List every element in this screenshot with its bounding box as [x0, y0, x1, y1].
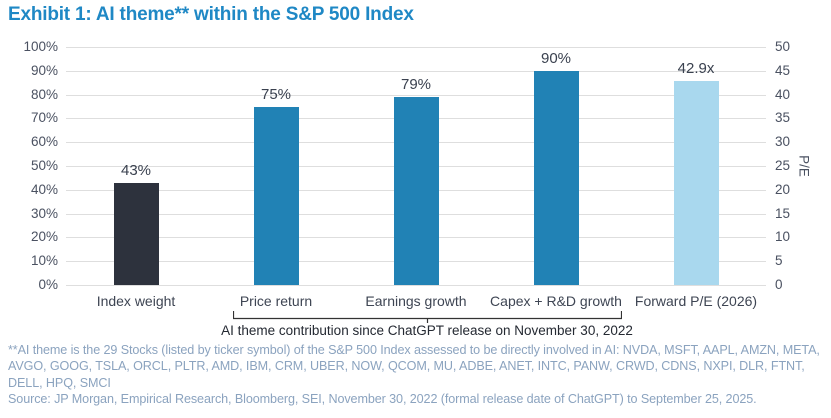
bar-capex-r-d-growth [533, 70, 579, 285]
plot-area: 43% 75% 79% 90% 42.9x [66, 47, 766, 286]
right-axis-tick: 20 [775, 181, 791, 197]
right-axis-tick: 25 [775, 158, 791, 173]
left-axis-tick: 100% [23, 39, 58, 54]
category-label-index-weight: Index weight [96, 293, 176, 309]
bar-price-return [253, 106, 299, 285]
left-axis-tick: 30% [30, 205, 58, 221]
category-label-price-return: Price return [239, 293, 313, 309]
right-axis-tick: 45 [775, 62, 791, 78]
gridline [66, 285, 766, 286]
source-text: Source: JP Morgan, Empirical Research, B… [8, 392, 757, 407]
bar-forward-p-e-2026- [673, 80, 719, 285]
gridline [66, 94, 766, 96]
gridline [66, 47, 766, 48]
category-label-capex-r-d-growth: Capex + R&D growth [490, 293, 622, 309]
gridline [66, 70, 766, 72]
bar-index-weight [113, 182, 159, 285]
footnote-block: **AI theme is the 29 Stocks (listed by t… [8, 342, 826, 408]
left-axis-tick: 20% [30, 229, 58, 245]
left-axis-tick: 60% [30, 134, 58, 150]
bar-earnings-growth [393, 96, 439, 285]
right-axis-tick: 50 [775, 39, 791, 54]
left-axis-tick: 0% [38, 277, 58, 292]
footnote-text: **AI theme is the 29 Stocks (listed by t… [8, 343, 820, 390]
left-axis-tick: 80% [30, 86, 58, 102]
left-axis-tick: 50% [30, 158, 58, 173]
left-axis-tick: 40% [30, 181, 58, 197]
bracket-shape [233, 311, 622, 323]
page-title: Exhibit 1: AI theme** within the S&P 500… [8, 4, 414, 25]
right-axis-title: P/E [796, 155, 812, 177]
bar-value-label: 43% [120, 161, 152, 179]
left-axis-tick: 90% [30, 62, 58, 78]
category-label-earnings-growth: Earnings growth [365, 293, 467, 309]
right-axis-tick: 0 [775, 277, 783, 292]
right-axis-tick: 35 [775, 110, 791, 126]
left-axis-tick: 10% [30, 253, 58, 269]
bar-value-label: 90% [540, 49, 572, 67]
category-label-forward-p-e-2026-: Forward P/E (2026) [634, 293, 758, 309]
bar-value-label: 79% [400, 75, 432, 93]
right-axis-tick: 15 [775, 205, 791, 221]
right-axis-tick: 10 [775, 229, 791, 245]
right-axis-tick: 5 [775, 253, 783, 269]
right-axis-tick: 30 [775, 134, 791, 150]
left-axis-tick: 70% [30, 110, 58, 126]
right-axis-tick: 40 [775, 86, 791, 102]
bracket-annotation: AI theme contribution since ChatGPT rele… [221, 323, 633, 338]
bar-value-label: 75% [260, 85, 292, 103]
bar-value-label: 42.9x [677, 59, 715, 77]
